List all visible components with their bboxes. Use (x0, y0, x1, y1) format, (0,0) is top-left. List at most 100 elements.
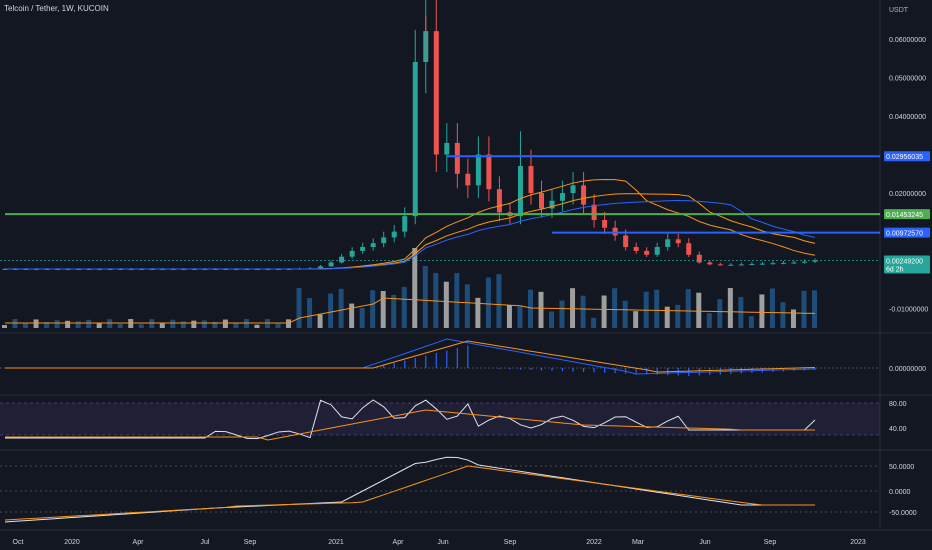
volume-bar (23, 323, 29, 328)
volume-bar (591, 317, 597, 328)
volume-bar (412, 248, 418, 328)
volume-bar (769, 288, 775, 328)
time-tick-label: Sep (244, 539, 257, 546)
chart-title: Telcoin / Tether, 1W, KUCOIN (4, 4, 109, 13)
volume-bar (612, 288, 618, 328)
volume-bar (243, 319, 249, 328)
candle-body (465, 173, 471, 186)
osc-tick-label: -50.0000 (889, 510, 917, 517)
price-badge (884, 255, 930, 274)
time-tick-label: Jul (201, 539, 210, 546)
volume-bar (338, 288, 344, 328)
ma-line (5, 193, 816, 270)
candle-body (791, 262, 797, 264)
volume-bar (212, 321, 218, 328)
candle-body (475, 154, 481, 186)
price-badge (884, 227, 930, 238)
volume-bar (96, 322, 102, 328)
volume-bar (222, 319, 228, 328)
price-tick-label: 0.06000000 (889, 37, 926, 44)
price-badge-label: 0.01453245 (886, 212, 923, 219)
time-tick-label: Apr (133, 539, 145, 546)
volume-bar (264, 319, 270, 328)
volume-bar (464, 284, 470, 328)
candle-body (717, 264, 723, 266)
volume-bar (801, 290, 807, 328)
macd-signal-line (5, 340, 816, 373)
volume-bar (549, 311, 555, 328)
volume-bar (149, 319, 155, 328)
candle-body (570, 185, 576, 194)
candle-body (412, 61, 418, 217)
volume-bar (117, 324, 123, 328)
volume-bar (506, 305, 512, 328)
candle-body (381, 237, 387, 244)
osc-signal-line (4, 465, 815, 521)
volume-bar (622, 300, 628, 328)
osc-line (4, 456, 815, 523)
volume-bar (538, 291, 544, 328)
osc-tick-label: 0.0000 (889, 489, 911, 496)
candle-body (801, 261, 807, 263)
time-tick-label: Jun (437, 539, 448, 546)
macd-tick-label: 0.00000000 (889, 366, 926, 373)
volume-bar (422, 266, 428, 328)
volume-bar (780, 302, 786, 328)
volume-bar (138, 324, 144, 328)
volume-bar (54, 320, 60, 328)
currency-label: USDT (889, 7, 909, 14)
volume-bar (570, 288, 576, 328)
candle-body (402, 216, 408, 232)
volume-bar (559, 300, 565, 328)
time-tick-label: 2021 (328, 539, 344, 546)
volume-bar (454, 273, 460, 328)
volume-bar (65, 320, 71, 328)
candle-body (759, 263, 765, 265)
volume-bar (527, 289, 533, 328)
volume-bar (191, 320, 197, 328)
volume-bar (601, 295, 607, 328)
volume-bar (812, 290, 817, 328)
candle-body (360, 247, 366, 251)
candle-body (728, 264, 734, 266)
candle-body (644, 250, 650, 255)
volume-bar (727, 288, 733, 328)
volume-bar (307, 298, 313, 328)
candle-body (665, 239, 671, 248)
volume-bar (759, 294, 765, 328)
candle-body (433, 31, 439, 155)
volume-bar (380, 291, 386, 328)
candle-body (770, 263, 776, 265)
volume-bar (180, 321, 186, 328)
candle-body (602, 220, 608, 228)
volume-bar (328, 293, 334, 328)
candle-body (339, 256, 345, 263)
volume-bar (233, 323, 239, 328)
volume-bar (159, 322, 165, 328)
volume-bar (349, 303, 355, 328)
volume-bar (443, 281, 449, 328)
volume-bar (685, 289, 691, 328)
volume-bar (86, 319, 92, 328)
candle-body (749, 264, 755, 265)
rsi-ma-line (5, 409, 815, 441)
candle-body (486, 154, 492, 190)
candle-body (675, 239, 681, 244)
volume-bar (675, 304, 681, 328)
ma-line (5, 199, 816, 270)
rsi-tick-label: 40.00 (889, 426, 907, 433)
time-tick-label: Apr (393, 539, 405, 546)
candle-body (517, 166, 523, 217)
price-tick-label: -0.01000000 (889, 307, 928, 314)
price-badge-label: 0.02956035 (886, 154, 923, 161)
price-tick-label: 0.05000000 (889, 75, 926, 82)
volume-bar (706, 313, 712, 328)
time-tick-label: 2020 (64, 539, 80, 546)
candle-body (633, 247, 639, 251)
time-tick-label: Sep (504, 539, 517, 546)
volume-bar (201, 320, 207, 328)
volume-bar (485, 277, 491, 328)
volume-bar (654, 289, 660, 328)
volume-bar (391, 294, 397, 328)
